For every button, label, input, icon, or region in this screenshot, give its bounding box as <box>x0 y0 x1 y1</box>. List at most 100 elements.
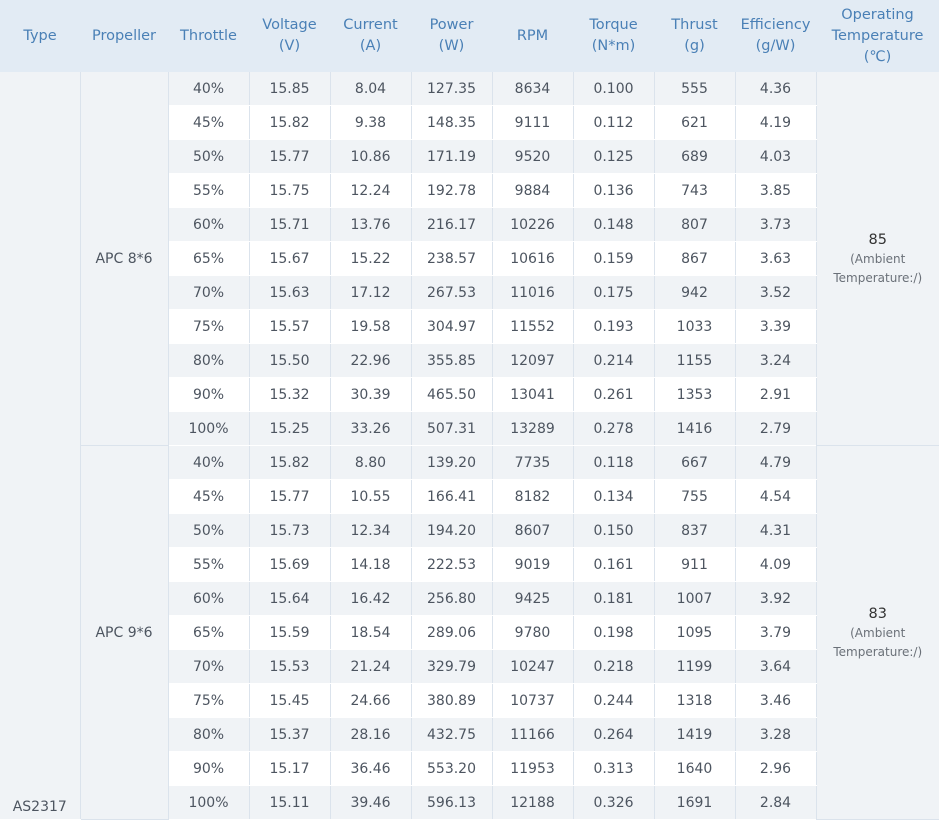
torque-cell: 0.261 <box>573 378 654 412</box>
current-cell: 24.66 <box>330 684 411 718</box>
column-header-propeller-line: Propeller <box>80 26 168 47</box>
voltage-cell: 15.11 <box>249 786 330 820</box>
throttle-cell: 90% <box>168 752 249 786</box>
torque-cell: 0.313 <box>573 752 654 786</box>
rpm-cell: 7735 <box>492 446 573 480</box>
thrust-cell: 1691 <box>654 786 735 820</box>
voltage-cell: 15.32 <box>249 378 330 412</box>
voltage-cell: 15.53 <box>249 650 330 684</box>
efficiency-cell: 4.09 <box>735 548 816 582</box>
column-header-efficiency-line: (g/W) <box>735 36 816 57</box>
thrust-cell: 942 <box>654 276 735 310</box>
column-header-thrust-line: Thrust <box>654 15 735 36</box>
torque-cell: 0.193 <box>573 310 654 344</box>
efficiency-cell: 4.31 <box>735 514 816 548</box>
throttle-cell: 45% <box>168 480 249 514</box>
current-cell: 8.80 <box>330 446 411 480</box>
throttle-cell: 80% <box>168 718 249 752</box>
motor-type-cell: AS2317 <box>0 72 80 820</box>
rpm-cell: 12188 <box>492 786 573 820</box>
voltage-cell: 15.82 <box>249 106 330 140</box>
current-cell: 22.96 <box>330 344 411 378</box>
power-cell: 553.20 <box>411 752 492 786</box>
thrust-cell: 1007 <box>654 582 735 616</box>
power-cell: 256.80 <box>411 582 492 616</box>
rpm-cell: 8634 <box>492 72 573 106</box>
rpm-cell: 8182 <box>492 480 573 514</box>
current-cell: 10.55 <box>330 480 411 514</box>
current-cell: 12.34 <box>330 514 411 548</box>
thrust-cell: 667 <box>654 446 735 480</box>
column-header-torque-line: Torque <box>573 15 654 36</box>
column-header-current-line: Current <box>330 15 411 36</box>
thrust-cell: 621 <box>654 106 735 140</box>
power-cell: 329.79 <box>411 650 492 684</box>
efficiency-cell: 3.52 <box>735 276 816 310</box>
efficiency-cell: 3.46 <box>735 684 816 718</box>
rpm-cell: 9884 <box>492 174 573 208</box>
torque-cell: 0.112 <box>573 106 654 140</box>
voltage-cell: 15.85 <box>249 72 330 106</box>
rpm-cell: 10247 <box>492 650 573 684</box>
column-header-throttle-line: Throttle <box>168 26 249 47</box>
efficiency-cell: 2.79 <box>735 412 816 446</box>
thrust-cell: 1353 <box>654 378 735 412</box>
torque-cell: 0.161 <box>573 548 654 582</box>
thrust-cell: 1416 <box>654 412 735 446</box>
voltage-cell: 15.82 <box>249 446 330 480</box>
power-cell: 596.13 <box>411 786 492 820</box>
efficiency-cell: 3.24 <box>735 344 816 378</box>
torque-cell: 0.278 <box>573 412 654 446</box>
current-cell: 8.04 <box>330 72 411 106</box>
efficiency-cell: 4.36 <box>735 72 816 106</box>
thrust-cell: 1640 <box>654 752 735 786</box>
throttle-cell: 55% <box>168 174 249 208</box>
efficiency-cell: 4.03 <box>735 140 816 174</box>
throttle-cell: 55% <box>168 548 249 582</box>
rpm-cell: 9425 <box>492 582 573 616</box>
voltage-cell: 15.59 <box>249 616 330 650</box>
column-header-thrust-line: (g) <box>654 36 735 57</box>
efficiency-cell: 2.91 <box>735 378 816 412</box>
thrust-cell: 837 <box>654 514 735 548</box>
rpm-cell: 10737 <box>492 684 573 718</box>
voltage-cell: 15.67 <box>249 242 330 276</box>
rpm-cell: 11552 <box>492 310 573 344</box>
rpm-cell: 8607 <box>492 514 573 548</box>
rpm-cell: 10616 <box>492 242 573 276</box>
torque-cell: 0.198 <box>573 616 654 650</box>
current-cell: 28.16 <box>330 718 411 752</box>
current-cell: 16.42 <box>330 582 411 616</box>
throttle-cell: 80% <box>168 344 249 378</box>
voltage-cell: 15.63 <box>249 276 330 310</box>
torque-cell: 0.326 <box>573 786 654 820</box>
column-header-voltage-line: (V) <box>249 36 330 57</box>
rpm-cell: 11166 <box>492 718 573 752</box>
current-cell: 39.46 <box>330 786 411 820</box>
throttle-cell: 70% <box>168 276 249 310</box>
current-cell: 15.22 <box>330 242 411 276</box>
power-cell: 289.06 <box>411 616 492 650</box>
throttle-cell: 100% <box>168 412 249 446</box>
efficiency-cell: 2.96 <box>735 752 816 786</box>
efficiency-cell: 3.64 <box>735 650 816 684</box>
current-cell: 14.18 <box>330 548 411 582</box>
current-cell: 17.12 <box>330 276 411 310</box>
column-header-current: Current(A) <box>330 0 411 72</box>
torque-cell: 0.244 <box>573 684 654 718</box>
current-cell: 10.86 <box>330 140 411 174</box>
rpm-cell: 10226 <box>492 208 573 242</box>
efficiency-cell: 3.92 <box>735 582 816 616</box>
power-cell: 139.20 <box>411 446 492 480</box>
thrust-cell: 743 <box>654 174 735 208</box>
torque-cell: 0.148 <box>573 208 654 242</box>
column-header-power-line: (W) <box>411 36 492 57</box>
torque-cell: 0.218 <box>573 650 654 684</box>
throttle-cell: 40% <box>168 72 249 106</box>
